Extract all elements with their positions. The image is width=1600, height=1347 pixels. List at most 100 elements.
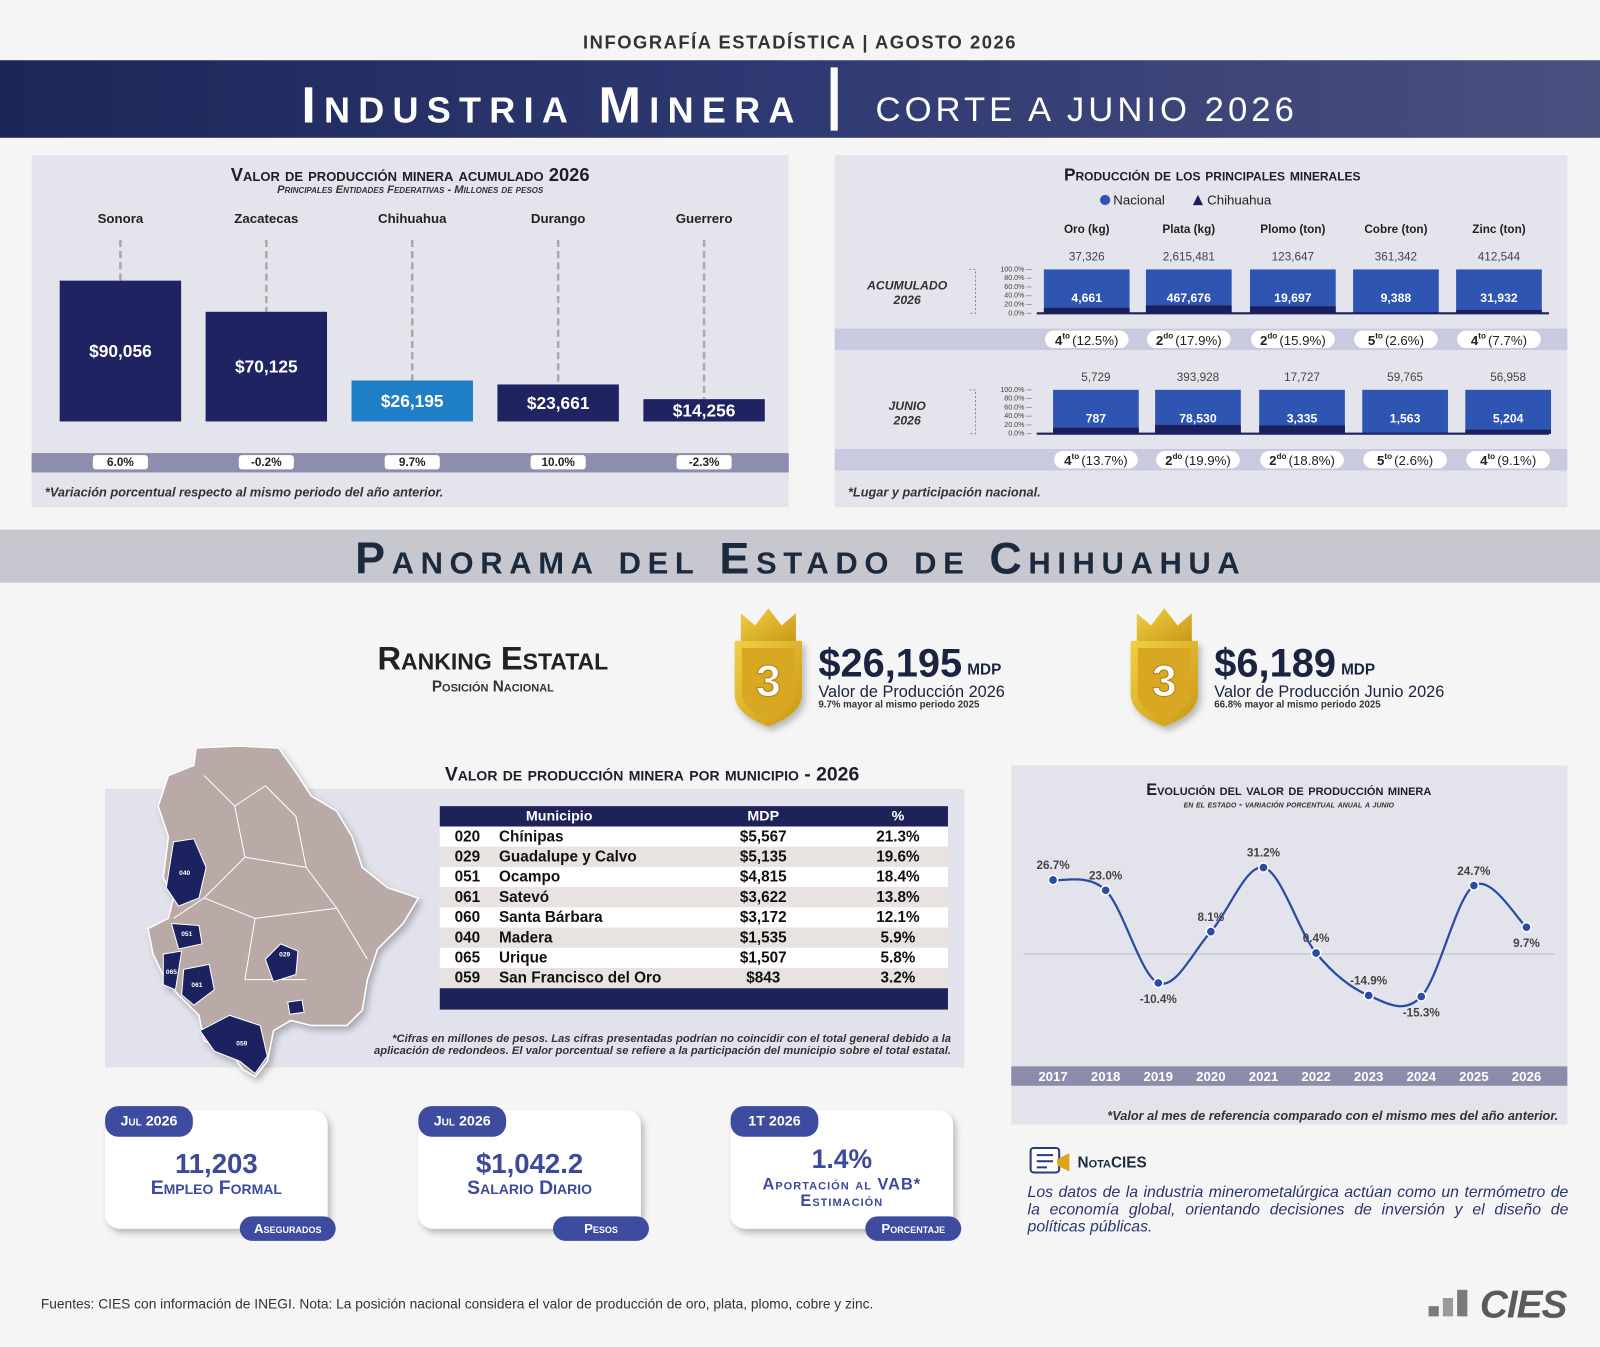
rank-label: 5to (2.6%) [1368,331,1424,347]
municipal-borders [173,775,368,981]
point [1258,862,1269,873]
legend-label: Chihuahua [1207,193,1272,208]
y-tick-label: 0.0% [1008,309,1025,317]
kpi-unit-tab [239,1216,336,1241]
kpi-period-tab [418,1106,507,1137]
table-cell: 5.8% [881,949,916,966]
mineral-label: Plomo (ton) [1260,223,1325,236]
badge-unit: MDP [967,661,1001,678]
rank-pill [1044,330,1129,348]
y-tick-label: 60.0% [1004,403,1025,411]
badge-label: Valor de Producción Junio 2026 [1214,683,1444,701]
nota-title-b: CIES [1111,1154,1147,1171]
table-cell: $4,815 [740,869,787,886]
year-label: 2020 [1196,1069,1225,1084]
kpi-card [105,1110,328,1229]
y-tick-label: 100.0% [1000,386,1025,394]
value-label: -15.3% [1403,1006,1441,1019]
year-label: 2026 [1512,1069,1541,1084]
ranking-subtitle: Posición Nacional [432,678,554,695]
national-bar [1456,269,1542,314]
year-label: 2024 [1407,1069,1437,1084]
badge-crown [1136,608,1192,643]
nota-text-box: Los datos de la industria minerometalúrg… [1027,1183,1569,1236]
badge-inner [741,647,795,720]
year-label: 2023 [1354,1069,1383,1084]
rank-share: (9.1%) [1497,453,1536,468]
badge-value: $6,189 MDP [1214,641,1375,685]
municipio-highlight [162,950,183,991]
logo-square [1457,1289,1468,1317]
axis-bracket [969,389,977,435]
value-label: 23.0% [1089,869,1123,882]
chart-subtitle: en el estado - variación porcentual anua… [1184,800,1395,811]
chihuahua-label: 467,676 [1167,291,1211,305]
rank-suffix: do [1277,452,1287,461]
national-label: 56,958 [1490,371,1526,384]
value-label: -14.9% [1350,975,1388,988]
legend-label: Nacional [1113,193,1165,208]
national-bar [1043,269,1130,314]
rank-label: 2do (18.8%) [1269,452,1335,468]
bar [643,399,765,422]
row-label: JUNIO [888,399,926,413]
value-label: $23,661 [527,393,590,413]
line [1052,866,1528,1008]
section-title: Panorama del Estado de Chihuahua [355,533,1243,584]
badge-note: 9.7% mayor al mismo periodo 2025 [818,700,980,711]
nota-text: Los datos de la industria minerometalúrg… [1027,1183,1569,1236]
value-label: 24.7% [1457,865,1491,878]
mineral-label: Oro (kg) [1064,223,1110,236]
municipio-highlight [181,963,215,1006]
map-label: 051 [181,931,192,938]
y-tick-label: 0.0% [1008,430,1025,438]
variation-label: 6.0% [107,456,134,469]
bar [59,280,182,422]
rank-share: (19.9%) [1184,453,1230,468]
footnote: *Variación porcentual respecto al mismo … [45,484,443,499]
ranking-title: Ranking Estatal [377,640,608,677]
value-label: 26.7% [1036,859,1070,872]
table-header-cell: % [892,808,905,824]
value-label: 0.4% [1303,932,1330,945]
badge-crown [740,608,796,643]
variation-label: 9.7% [399,456,426,469]
year-label: 2025 [1459,1069,1488,1084]
table-cell: 040 [455,929,481,946]
chihuahua-label: 19,697 [1274,291,1312,305]
chihuahua-bar [1043,307,1130,314]
point [1100,884,1112,896]
category-label: Guerrero [676,211,733,226]
value-label: 9.7% [1513,937,1540,950]
y-tick-label: 20.0% [1004,301,1025,309]
national-bar [1250,269,1336,314]
rank-pill [1354,330,1438,348]
year-strip [1011,1066,1568,1086]
table-row [439,947,948,968]
chihuahua-label: 4,661 [1071,291,1102,305]
mineral-label: Zinc (ton) [1472,223,1525,236]
table-cell: San Francisco del Oro [499,970,661,987]
kpi-period-tab [730,1106,819,1137]
point [1521,921,1532,933]
point [1152,977,1164,989]
main-title: Industria Minera [302,77,797,134]
map-label: 029 [279,952,290,959]
chihuahua-label: 5,204 [1493,411,1524,425]
badge-rank: 3 [1152,655,1177,706]
chart-subtitle: Principales Entidades Federativas - Mill… [277,184,544,196]
table-cell: Santa Bárbara [499,909,603,926]
rank-suffix: to [1478,331,1486,340]
rank-number: 4 [1055,332,1063,347]
rank-suffix: do [1163,331,1173,340]
kpi-period: 1T 2026 [748,1113,800,1129]
map-label: 061 [191,982,202,989]
national-label: 2,615,481 [1163,251,1215,264]
kpi-unit: Asegurados [254,1221,322,1236]
table-cell: 060 [455,909,481,926]
logo-square [1442,1297,1454,1317]
bar [205,311,328,422]
rank-pill [1260,451,1344,469]
value-label: 8.1% [1198,911,1225,924]
